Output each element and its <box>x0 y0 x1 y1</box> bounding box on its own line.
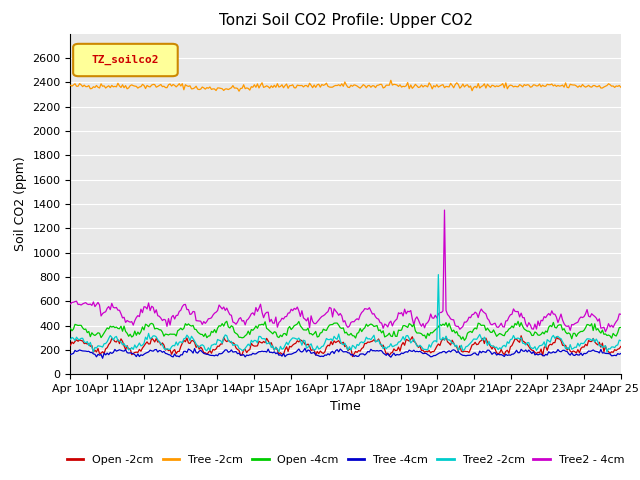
Legend: Open -2cm, Tree -2cm, Open -4cm, Tree -4cm, Tree2 -2cm, Tree2 - 4cm: Open -2cm, Tree -2cm, Open -4cm, Tree -4… <box>67 455 625 465</box>
Title: Tonzi Soil CO2 Profile: Upper CO2: Tonzi Soil CO2 Profile: Upper CO2 <box>219 13 472 28</box>
Text: TZ_soilco2: TZ_soilco2 <box>92 55 159 65</box>
FancyBboxPatch shape <box>73 44 178 76</box>
Y-axis label: Soil CO2 (ppm): Soil CO2 (ppm) <box>14 156 27 252</box>
X-axis label: Time: Time <box>330 400 361 413</box>
